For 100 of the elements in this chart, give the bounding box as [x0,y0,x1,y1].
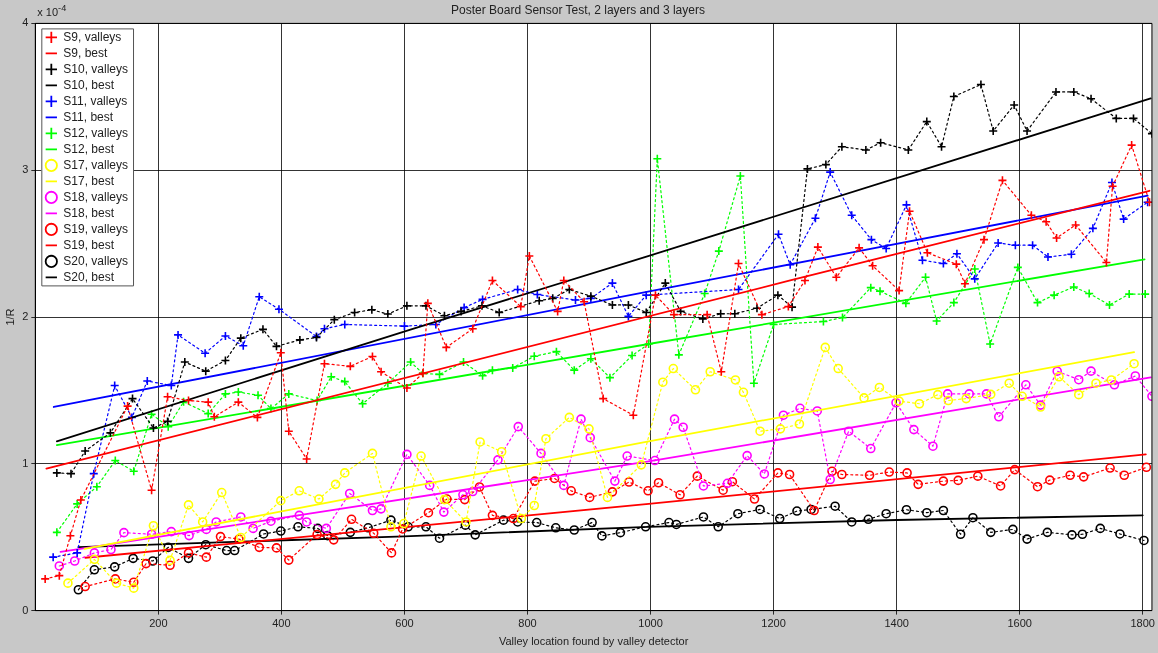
point [955,529,966,540]
point [312,523,323,534]
point [200,366,211,376]
point [969,264,980,274]
point [173,330,183,340]
point [183,553,194,564]
point [211,517,221,527]
point [541,433,551,444]
point [73,584,84,595]
point [216,487,227,498]
point [558,480,569,491]
point [148,556,158,566]
point [942,389,953,399]
point [863,514,874,525]
legend-label: S12, valleys [63,125,129,140]
point [837,469,847,480]
point [1129,358,1139,369]
point [1109,380,1120,390]
point [653,477,664,488]
point [163,542,174,553]
point [678,422,688,433]
point [812,406,823,416]
point [759,469,770,479]
point [640,521,651,532]
point [742,450,752,461]
point [487,510,498,521]
point [1073,374,1084,385]
point [386,521,396,532]
point [1078,472,1089,482]
point [475,437,485,447]
point [403,521,413,532]
point [785,259,795,270]
point [1067,530,1077,540]
point [830,501,840,512]
point [602,492,613,503]
legend-label: S20, best [63,269,115,284]
point [1139,535,1149,546]
point [1049,290,1059,300]
point [248,523,258,534]
point [148,520,159,531]
point [778,410,789,421]
y-tick-label: 2 [22,310,29,323]
point [424,480,435,491]
point [328,535,339,545]
point [774,513,785,524]
point [985,389,996,400]
point [1054,371,1064,382]
point [658,377,668,387]
point [705,366,716,377]
point [367,448,378,459]
point [913,479,923,490]
point [943,395,954,406]
point [827,466,837,477]
legend-label: S18, best [63,205,115,220]
point [584,424,594,434]
point [833,363,843,374]
point [258,529,269,539]
point [624,477,634,487]
point [969,274,980,284]
text: x 10$^{-4}$ [37,3,67,19]
point [330,479,341,490]
x-tick-label: 1000 [638,617,663,630]
point [363,523,373,533]
point [184,530,194,541]
legend-label: S20, valleys [63,253,129,268]
point [229,545,240,556]
point [322,530,333,541]
point [283,555,294,565]
point [597,531,607,541]
point [985,339,995,349]
point [938,476,949,486]
point [968,512,978,523]
point [641,290,652,300]
point [321,523,332,534]
point [584,492,595,503]
point [820,342,831,353]
point [367,505,378,516]
point [773,468,783,478]
point [622,451,632,461]
point [72,499,82,509]
point [749,378,759,389]
point [386,548,397,558]
point [1119,470,1130,481]
point [636,460,647,470]
point [755,504,765,515]
point [1069,282,1079,292]
point [80,581,90,592]
point [166,526,177,537]
point [128,466,139,477]
legend-label: S17, valleys [63,157,129,172]
point [1130,371,1141,381]
point [344,488,355,499]
point [92,481,102,492]
point [314,494,324,504]
point [671,519,682,530]
point [874,382,885,393]
point [423,507,434,518]
point [1042,527,1053,538]
point [1052,366,1062,376]
point [530,476,540,486]
